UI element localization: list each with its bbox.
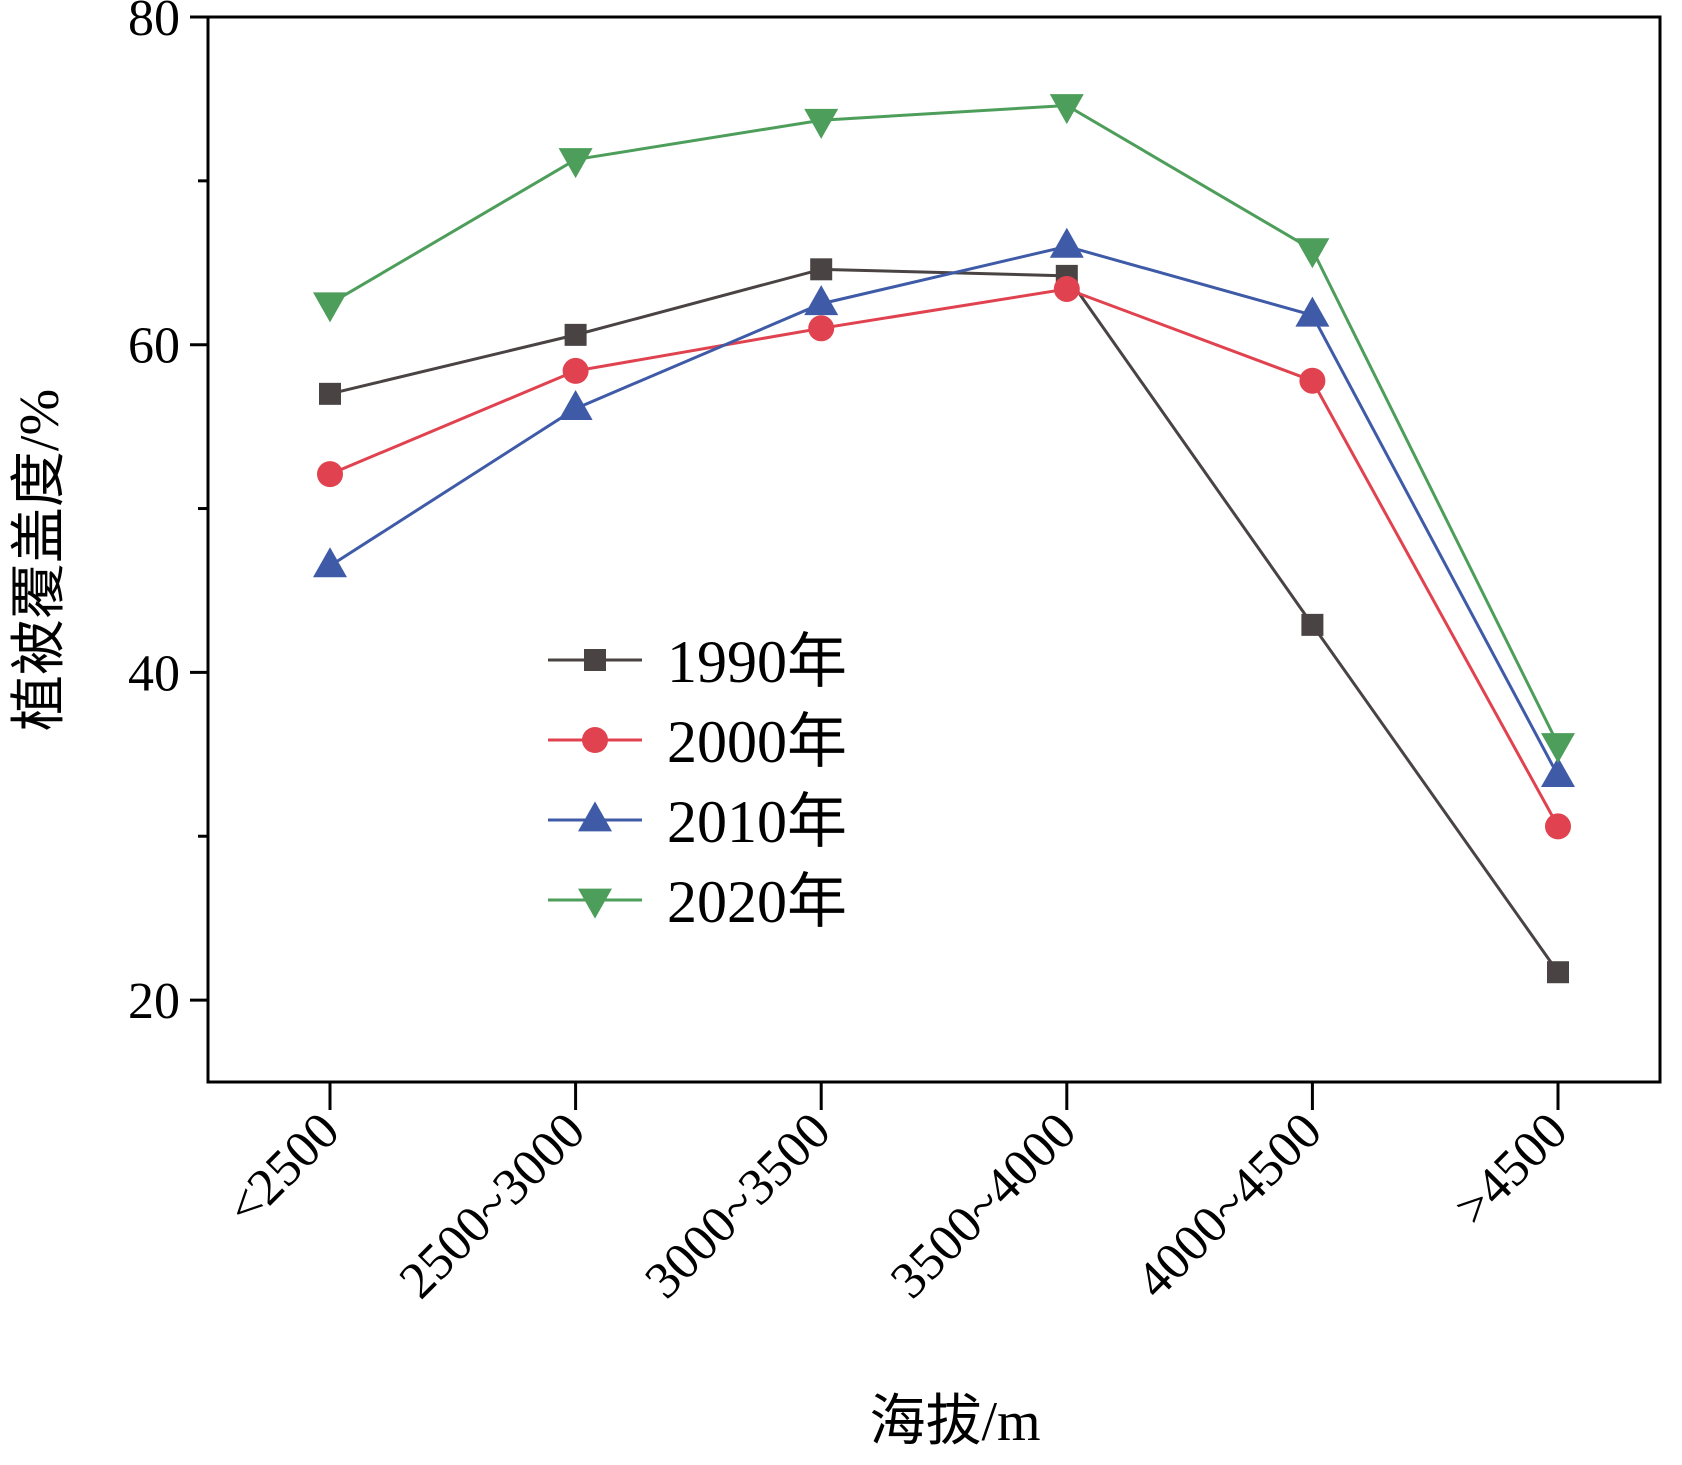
legend: 1990年 2000年 2010年 2020年 <box>548 629 847 935</box>
point-marker-triangle-down <box>558 148 593 179</box>
series-3 <box>313 94 1575 764</box>
point-marker-triangle-down <box>1541 733 1575 764</box>
legend-item: 2010年 <box>548 789 847 855</box>
point-marker-circle <box>582 727 608 753</box>
legend-label: 2020年 <box>667 869 847 935</box>
plot-border <box>206 15 1662 1084</box>
point-marker-triangle-up <box>1541 757 1575 788</box>
point-marker-circle <box>317 461 343 488</box>
y-tick-label: 80 <box>128 0 180 47</box>
y-axis-title: 植被覆盖度/% <box>9 389 71 731</box>
plot-frame <box>206 15 1662 1084</box>
point-marker-circle <box>1545 813 1571 840</box>
point-marker-circle <box>808 315 835 342</box>
x-tick-label: 3000~3500 <box>634 1102 841 1309</box>
x-axis: <2500 2500~3000 3000~3500 3500~4000 4000~450… <box>216 1082 1579 1309</box>
point-marker-triangle-up <box>1049 227 1084 258</box>
legend-item: 2020年 <box>548 869 847 935</box>
point-marker-triangle-up <box>1295 296 1330 327</box>
x-tick-label: 2500~3000 <box>389 1102 596 1309</box>
point-marker-triangle-down <box>313 292 347 323</box>
series-line <box>329 267 1560 974</box>
point-marker-triangle-down <box>1295 238 1330 269</box>
point-marker-square <box>1547 961 1569 984</box>
point-marker-triangle-down <box>1049 94 1084 125</box>
x-axis-title: 海拔/m <box>869 1391 1040 1453</box>
series-layer <box>313 94 1575 984</box>
y-tick-label: 60 <box>128 318 180 375</box>
legend-label: 1990年 <box>667 629 847 695</box>
x-tick-label: 4000~4500 <box>1126 1102 1333 1309</box>
point-marker-square <box>564 323 587 346</box>
point-marker-square <box>584 649 606 671</box>
series-line <box>329 103 1560 746</box>
point-marker-circle <box>562 357 589 384</box>
point-marker-square <box>1301 613 1324 636</box>
legend-item: 1990年 <box>548 629 847 695</box>
legend-label: 2000年 <box>667 709 847 775</box>
point-marker-triangle-up <box>578 801 612 832</box>
y-axis: 20 40 60 80 <box>128 0 208 1030</box>
point-marker-circle <box>1299 367 1326 394</box>
series-2 <box>313 227 1575 788</box>
point-marker-triangle-up <box>313 547 347 578</box>
point-marker-circle <box>1053 275 1080 302</box>
x-tick-label: <2500 <box>216 1102 351 1237</box>
legend-label: 2010年 <box>667 789 847 855</box>
point-marker-triangle-down <box>804 108 839 139</box>
series-0 <box>319 258 1569 984</box>
y-tick-label: 20 <box>128 973 180 1030</box>
series-line <box>329 287 1560 828</box>
y-tick-label: 40 <box>128 645 180 702</box>
x-tick-label: >4500 <box>1444 1102 1579 1237</box>
x-tick-label: 3500~4000 <box>880 1102 1087 1309</box>
point-marker-triangle-down <box>578 888 612 919</box>
legend-item: 2000年 <box>548 709 847 775</box>
series-1 <box>317 275 1571 840</box>
point-marker-triangle-up <box>558 389 593 420</box>
point-marker-triangle-up <box>804 285 839 316</box>
series-line <box>329 244 1560 777</box>
point-marker-square <box>319 382 341 405</box>
point-marker-square <box>810 258 833 281</box>
